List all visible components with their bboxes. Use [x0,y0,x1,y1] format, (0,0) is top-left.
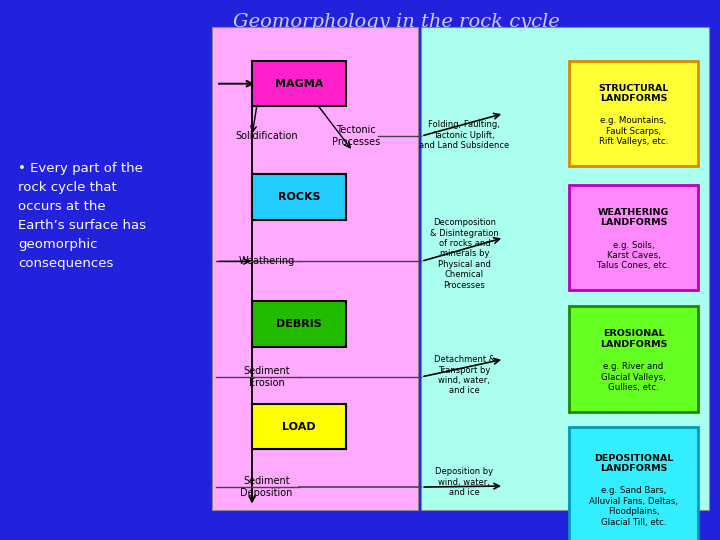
FancyBboxPatch shape [252,174,346,220]
Text: Sediment
Deposition: Sediment Deposition [240,476,292,498]
Text: e.g. Sand Bars,
Alluvial Fans, Deltas,
Floodplains,
Glacial Till, etc.: e.g. Sand Bars, Alluvial Fans, Deltas, F… [589,487,678,526]
Text: DEBRIS: DEBRIS [276,319,322,329]
FancyBboxPatch shape [569,306,698,411]
FancyBboxPatch shape [569,185,698,291]
Text: DEPOSITIONAL
LANDFORMS: DEPOSITIONAL LANDFORMS [594,454,673,473]
Text: Solidification: Solidification [235,131,297,141]
Text: • Every part of the
rock cycle that
occurs at the
Earth’s surface has
geomorphic: • Every part of the rock cycle that occu… [18,162,146,270]
Text: STRUCTURAL
LANDFORMS: STRUCTURAL LANDFORMS [598,84,669,103]
Text: WEATHERING
LANDFORMS: WEATHERING LANDFORMS [598,208,670,227]
Text: ROCKS: ROCKS [277,192,320,202]
FancyBboxPatch shape [569,60,698,166]
Text: Folding, Faulting,
Tactonic Uplift,
and Land Subsidence: Folding, Faulting, Tactonic Uplift, and … [419,120,510,150]
Text: EROSIONAL
LANDFORMS: EROSIONAL LANDFORMS [600,329,667,349]
FancyBboxPatch shape [252,301,346,347]
Text: Decomposition
& Disintegration
of rocks and
minerals by
Physical and
Chemical
Pr: Decomposition & Disintegration of rocks … [430,218,499,289]
FancyBboxPatch shape [212,27,418,510]
FancyBboxPatch shape [421,27,709,510]
Text: Weathering: Weathering [238,256,294,266]
FancyBboxPatch shape [569,427,698,540]
FancyBboxPatch shape [252,61,346,106]
Text: e.g. Soils,
Karst Caves,
Talus Cones, etc.: e.g. Soils, Karst Caves, Talus Cones, et… [598,241,670,271]
Text: e.g. River and
Glacial Valleys,
Gullies, etc.: e.g. River and Glacial Valleys, Gullies,… [601,362,666,392]
Text: e.g. Mountains,
Fault Scarps,
Rift Valleys, etc.: e.g. Mountains, Fault Scarps, Rift Valle… [599,117,668,146]
Text: LOAD: LOAD [282,422,315,431]
Text: Detachment &
Transport by
wind, water,
and ice: Detachment & Transport by wind, water, a… [433,355,495,395]
Text: Tectonic
Processes: Tectonic Processes [332,125,381,147]
Text: Geomorphology in the rock cycle: Geomorphology in the rock cycle [233,12,559,31]
Text: Sediment
Erosion: Sediment Erosion [243,366,289,388]
Text: MAGMA: MAGMA [274,79,323,89]
FancyBboxPatch shape [252,404,346,449]
Text: Deposition by
wind, water,
and ice: Deposition by wind, water, and ice [436,467,493,497]
